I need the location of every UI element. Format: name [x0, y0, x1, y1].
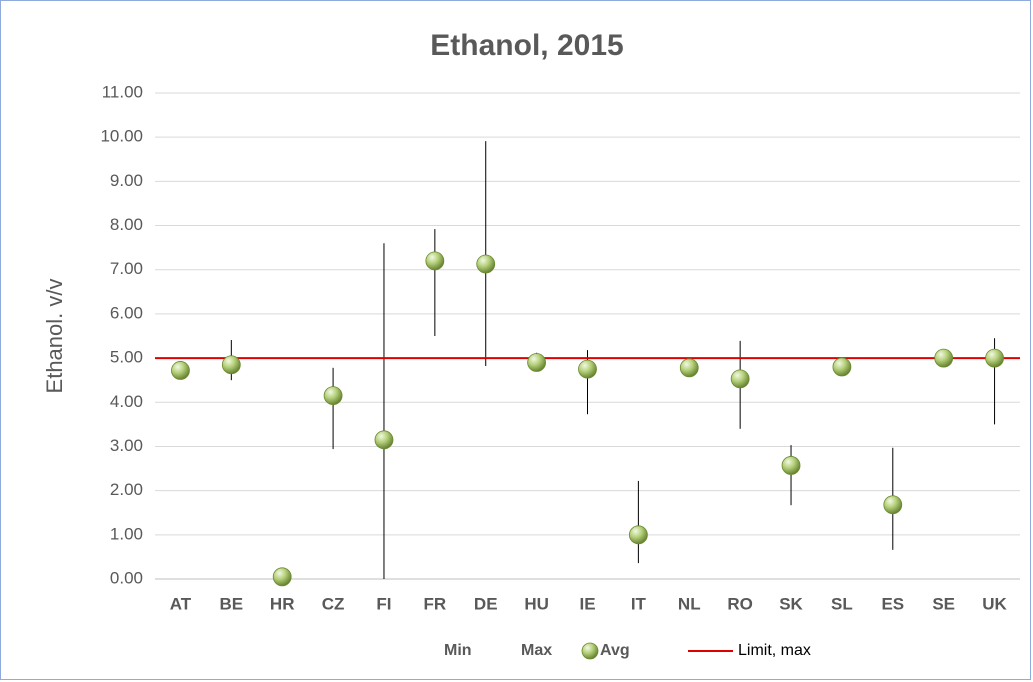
avg-marker — [374, 430, 394, 450]
x-tick-label: HR — [270, 594, 295, 613]
x-tick-label: RO — [727, 594, 753, 613]
x-tick-label: BE — [220, 594, 244, 613]
avg-marker — [883, 495, 903, 515]
x-tick-label: IE — [579, 594, 595, 613]
avg-marker — [221, 355, 241, 375]
x-tick-label: IT — [631, 594, 647, 613]
legend-label: Min — [444, 642, 472, 659]
y-tick-label: 4.00 — [110, 392, 143, 411]
avg-marker — [425, 251, 445, 271]
avg-marker — [985, 348, 1004, 368]
y-tick-label: 7.00 — [110, 259, 143, 278]
avg-marker — [323, 386, 343, 406]
y-tick-label: 1.00 — [110, 524, 143, 543]
x-tick-label: SE — [932, 594, 955, 613]
avg-marker — [679, 358, 699, 378]
x-tick-label: AT — [170, 594, 192, 613]
legend-marker — [581, 642, 599, 660]
avg-marker — [934, 348, 954, 368]
x-tick-label: NL — [678, 594, 701, 613]
y-tick-label: 5.00 — [110, 348, 143, 367]
y-tick-label: 11.00 — [102, 82, 143, 101]
y-tick-label: 3.00 — [110, 436, 143, 455]
legend-label: Max — [521, 642, 552, 659]
avg-marker — [730, 369, 750, 389]
x-tick-label: HU — [524, 594, 549, 613]
avg-marker — [527, 353, 547, 372]
legend-label: Limit, max — [738, 642, 811, 659]
x-tick-label: SK — [779, 594, 803, 613]
y-tick-label: 8.00 — [110, 215, 143, 234]
y-tick-label: 0.00 — [110, 568, 143, 587]
y-tick-label: 6.00 — [110, 303, 143, 322]
x-tick-label: SL — [831, 594, 853, 613]
x-tick-label: FI — [376, 594, 391, 613]
chart-title: Ethanol, 2015 — [430, 29, 623, 62]
y-tick-label: 2.00 — [110, 480, 143, 499]
x-tick-label: ES — [881, 594, 904, 613]
avg-marker — [832, 357, 852, 377]
legend-label: Avg — [600, 642, 630, 659]
avg-marker — [272, 567, 292, 587]
x-tick-label: DE — [474, 594, 498, 613]
avg-marker — [781, 456, 801, 475]
avg-marker — [578, 359, 597, 379]
avg-marker — [476, 254, 496, 274]
x-tick-label: FR — [424, 594, 447, 613]
x-tick-label: CZ — [322, 594, 345, 613]
y-axis-label: Ethanol. v/v — [42, 279, 67, 394]
x-tick-label: UK — [982, 594, 1007, 613]
avg-marker — [171, 361, 190, 380]
avg-marker — [628, 525, 648, 545]
y-tick-label: 10.00 — [100, 127, 143, 146]
y-tick-label: 9.00 — [110, 171, 143, 190]
